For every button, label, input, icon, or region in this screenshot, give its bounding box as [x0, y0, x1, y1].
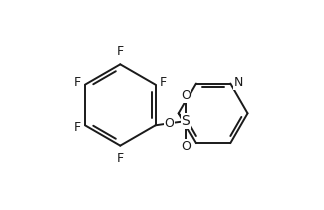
Text: F: F	[73, 76, 80, 89]
Text: F: F	[160, 76, 167, 89]
Text: O: O	[165, 117, 175, 130]
Text: O: O	[181, 89, 191, 102]
Text: F: F	[117, 46, 124, 58]
Text: S: S	[181, 114, 190, 128]
Text: N: N	[234, 76, 243, 89]
Text: F: F	[73, 121, 80, 134]
Text: O: O	[181, 140, 191, 153]
Text: F: F	[117, 152, 124, 164]
